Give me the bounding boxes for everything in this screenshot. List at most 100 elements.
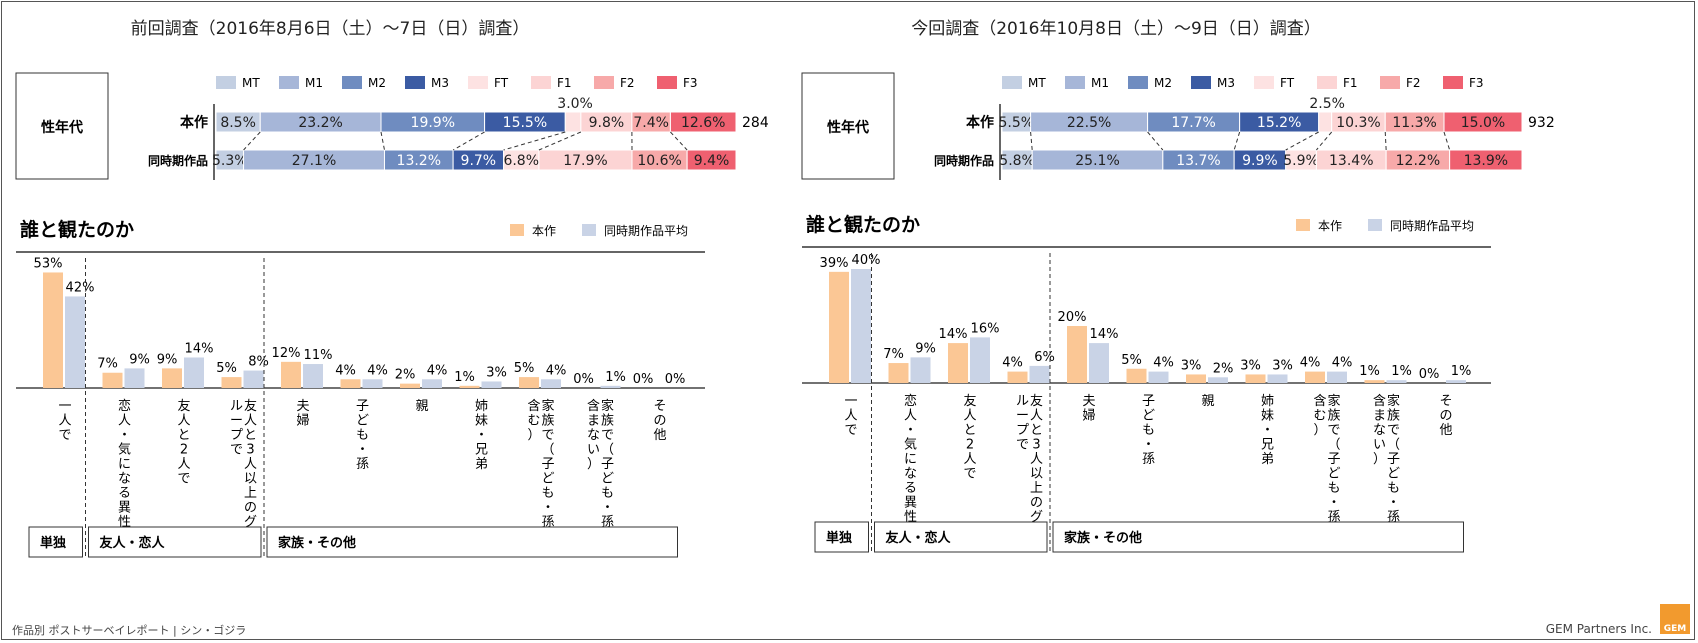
prev-who-bar-4-1 xyxy=(303,364,323,388)
curr-age-connector-6 xyxy=(1384,131,1387,151)
curr-who-bar-3-0 xyxy=(1007,371,1028,383)
curr-age-bar-label-0-M2: 17.7% xyxy=(1171,115,1215,131)
prev-age-legend-swatch-F3 xyxy=(657,76,677,89)
curr-who-bar-value-0-1: 40% xyxy=(852,253,881,268)
prev-age-bar-label-1-F3: 9.4% xyxy=(694,153,730,169)
curr-who-category-label-9: 家族で（子ども・孫含まない） xyxy=(1373,393,1400,525)
prev-who-bar-0-0 xyxy=(43,272,63,388)
curr-age-connector-1 xyxy=(1030,131,1033,151)
curr-who-bar-4-1 xyxy=(1089,343,1109,383)
curr-age-bar-label-1-MT: 5.8% xyxy=(999,153,1035,169)
prev-who-bar-7-1 xyxy=(481,381,502,388)
prev-who-bar-value-5-0: 4% xyxy=(335,363,356,378)
prev-age-legend-swatch-F2 xyxy=(594,76,614,89)
prev-who-category-label-9: 家族で（子ども・孫含まない） xyxy=(587,398,614,530)
prev-who-bar-value-8-1: 4% xyxy=(546,363,567,378)
curr-who-group-label-1: 友人・恋人 xyxy=(886,530,952,546)
curr-who-category-label-4: 夫婦 xyxy=(1082,394,1095,424)
curr-age-legend-label-F2: F2 xyxy=(1406,76,1421,90)
prev-who-bar-8-1 xyxy=(541,379,561,388)
prev-who-bar-value-8-0: 5% xyxy=(514,361,535,376)
prev-age-legend-swatch-M1 xyxy=(279,76,299,89)
prev-who-bar-value-10-0: 0% xyxy=(633,372,654,387)
prev-age-legend-swatch-MT xyxy=(216,76,236,89)
prev-who-bar-1-0 xyxy=(102,372,123,388)
prev-age-connector-5 xyxy=(538,131,582,151)
curr-who-bar-5-1 xyxy=(1148,371,1169,383)
curr-who-bar-value-5-1: 4% xyxy=(1153,356,1174,371)
prev-who-group-box-1 xyxy=(88,526,262,558)
prev-age-bar-label-1-MT: 5.3% xyxy=(212,153,248,169)
curr-age-bar-label-1-F3: 13.9% xyxy=(1464,153,1508,169)
prev-who-bar-value-6-1: 4% xyxy=(427,363,448,378)
curr-age-legend-label-M3: M3 xyxy=(1217,76,1235,90)
prev-age-legend-label-F3: F3 xyxy=(683,76,698,90)
curr-who-bar-0-0 xyxy=(829,271,849,383)
curr-who-category-label-1: 恋人・気になる異性 xyxy=(904,393,917,525)
curr-who-bar-1-1 xyxy=(910,357,931,383)
curr-who-bar-value-1-1: 9% xyxy=(915,341,936,356)
prev-who-category-label-2: 友人と 2 人で xyxy=(177,398,190,487)
prev-age-bar-label-0-F2: 7.4% xyxy=(633,115,669,131)
prev-who-legend-label-1: 同時期作品平均 xyxy=(604,224,688,238)
prev-age-box xyxy=(15,72,109,180)
curr-who-bar-10-1 xyxy=(1446,380,1466,383)
prev-who-bar-9-1 xyxy=(600,385,621,388)
prev-age-bar-1-F3 xyxy=(686,149,737,171)
curr-age-connector-2 xyxy=(1147,131,1164,151)
curr-age-bar-0-FT xyxy=(1318,111,1333,133)
curr-who-category-label-6: 親 xyxy=(1201,394,1214,409)
prev-who-bar-6-1 xyxy=(422,379,442,388)
prev-age-bar-0-F3 xyxy=(669,111,737,133)
prev-who-bar-3-0 xyxy=(221,377,242,388)
curr-who-bar-4-0 xyxy=(1067,326,1087,383)
curr-who-group-box-2 xyxy=(1052,521,1464,553)
curr-who-bar-value-10-1: 1% xyxy=(1451,364,1472,379)
curr-age-legend-swatch-M3 xyxy=(1191,76,1211,89)
curr-who-bar-value-3-1: 6% xyxy=(1034,350,1055,365)
prev-who-bar-value-7-0: 1% xyxy=(454,370,475,385)
curr-who-category-label-0: 一人で xyxy=(844,394,857,438)
prev-age-bar-label-1-M2: 13.2% xyxy=(397,153,441,169)
prev-age-legend-swatch-M2 xyxy=(342,76,362,89)
curr-age-row-label-0: 本作 xyxy=(966,114,994,131)
prev-age-bar-0-FT xyxy=(564,111,582,133)
curr-age-bar-label-1-F1: 13.4% xyxy=(1329,153,1373,169)
curr-who-category-label-5: 子ども・孫 xyxy=(1142,394,1155,467)
curr-who-bar-value-4-1: 14% xyxy=(1090,327,1119,342)
prev-who-category-label-4: 夫婦 xyxy=(296,399,309,429)
curr-who-group-box-1 xyxy=(874,521,1048,553)
prev-who-bar-value-4-0: 12% xyxy=(272,346,301,361)
prev-age-legend-label-F1: F1 xyxy=(557,76,572,90)
curr-age-legend-swatch-FT xyxy=(1254,76,1274,89)
prev-age-row-label-0: 本作 xyxy=(180,114,208,131)
curr-who-bar-value-7-1: 3% xyxy=(1272,358,1293,373)
curr-age-bar-label-1-M1: 25.1% xyxy=(1075,153,1119,169)
prev-who-bar-value-9-0: 0% xyxy=(573,372,594,387)
curr-who-category-label-8: 家族で（子ども・孫含む） xyxy=(1313,393,1340,525)
curr-who-bar-value-5-0: 5% xyxy=(1121,353,1142,368)
prev-who-group-box-2 xyxy=(266,526,678,558)
prev-who-bar-5-1 xyxy=(362,379,383,388)
prev-who-bar-value-3-1: 8% xyxy=(248,355,269,370)
curr-who-legend-label-0: 本作 xyxy=(1318,219,1342,233)
prev-who-category-label-1: 恋人・気になる異性 xyxy=(118,398,131,530)
curr-who-bar-9-0 xyxy=(1364,380,1385,383)
curr-age-legend-swatch-F2 xyxy=(1380,76,1400,89)
curr-age-bar-label-1-FT: 5.9% xyxy=(1283,153,1319,169)
prev-who-bar-value-1-1: 9% xyxy=(129,352,150,367)
prev-age-title: 前回調査（2016年8月6日（土）～7日（日）調査） xyxy=(131,19,530,39)
curr-age-bar-label-0-F3: 15.0% xyxy=(1461,115,1505,131)
prev-age-bar-label-0-M1: 23.2% xyxy=(298,115,342,131)
prev-who-bar-value-4-1: 11% xyxy=(304,348,333,363)
curr-age-bar-label-0-FT: 2.5% xyxy=(1309,96,1345,112)
curr-who-bar-value-10-0: 0% xyxy=(1419,367,1440,382)
curr-who-bar-value-9-0: 1% xyxy=(1359,364,1380,379)
prev-age-connector-1 xyxy=(243,131,261,151)
prev-who-bar-2-0 xyxy=(162,368,182,388)
prev-age-legend-label-F2: F2 xyxy=(620,76,635,90)
prev-who-bar-8-0 xyxy=(519,377,539,388)
prev-who-title: 誰と観たのか xyxy=(20,218,134,241)
prev-age-legend-swatch-M3 xyxy=(405,76,425,89)
